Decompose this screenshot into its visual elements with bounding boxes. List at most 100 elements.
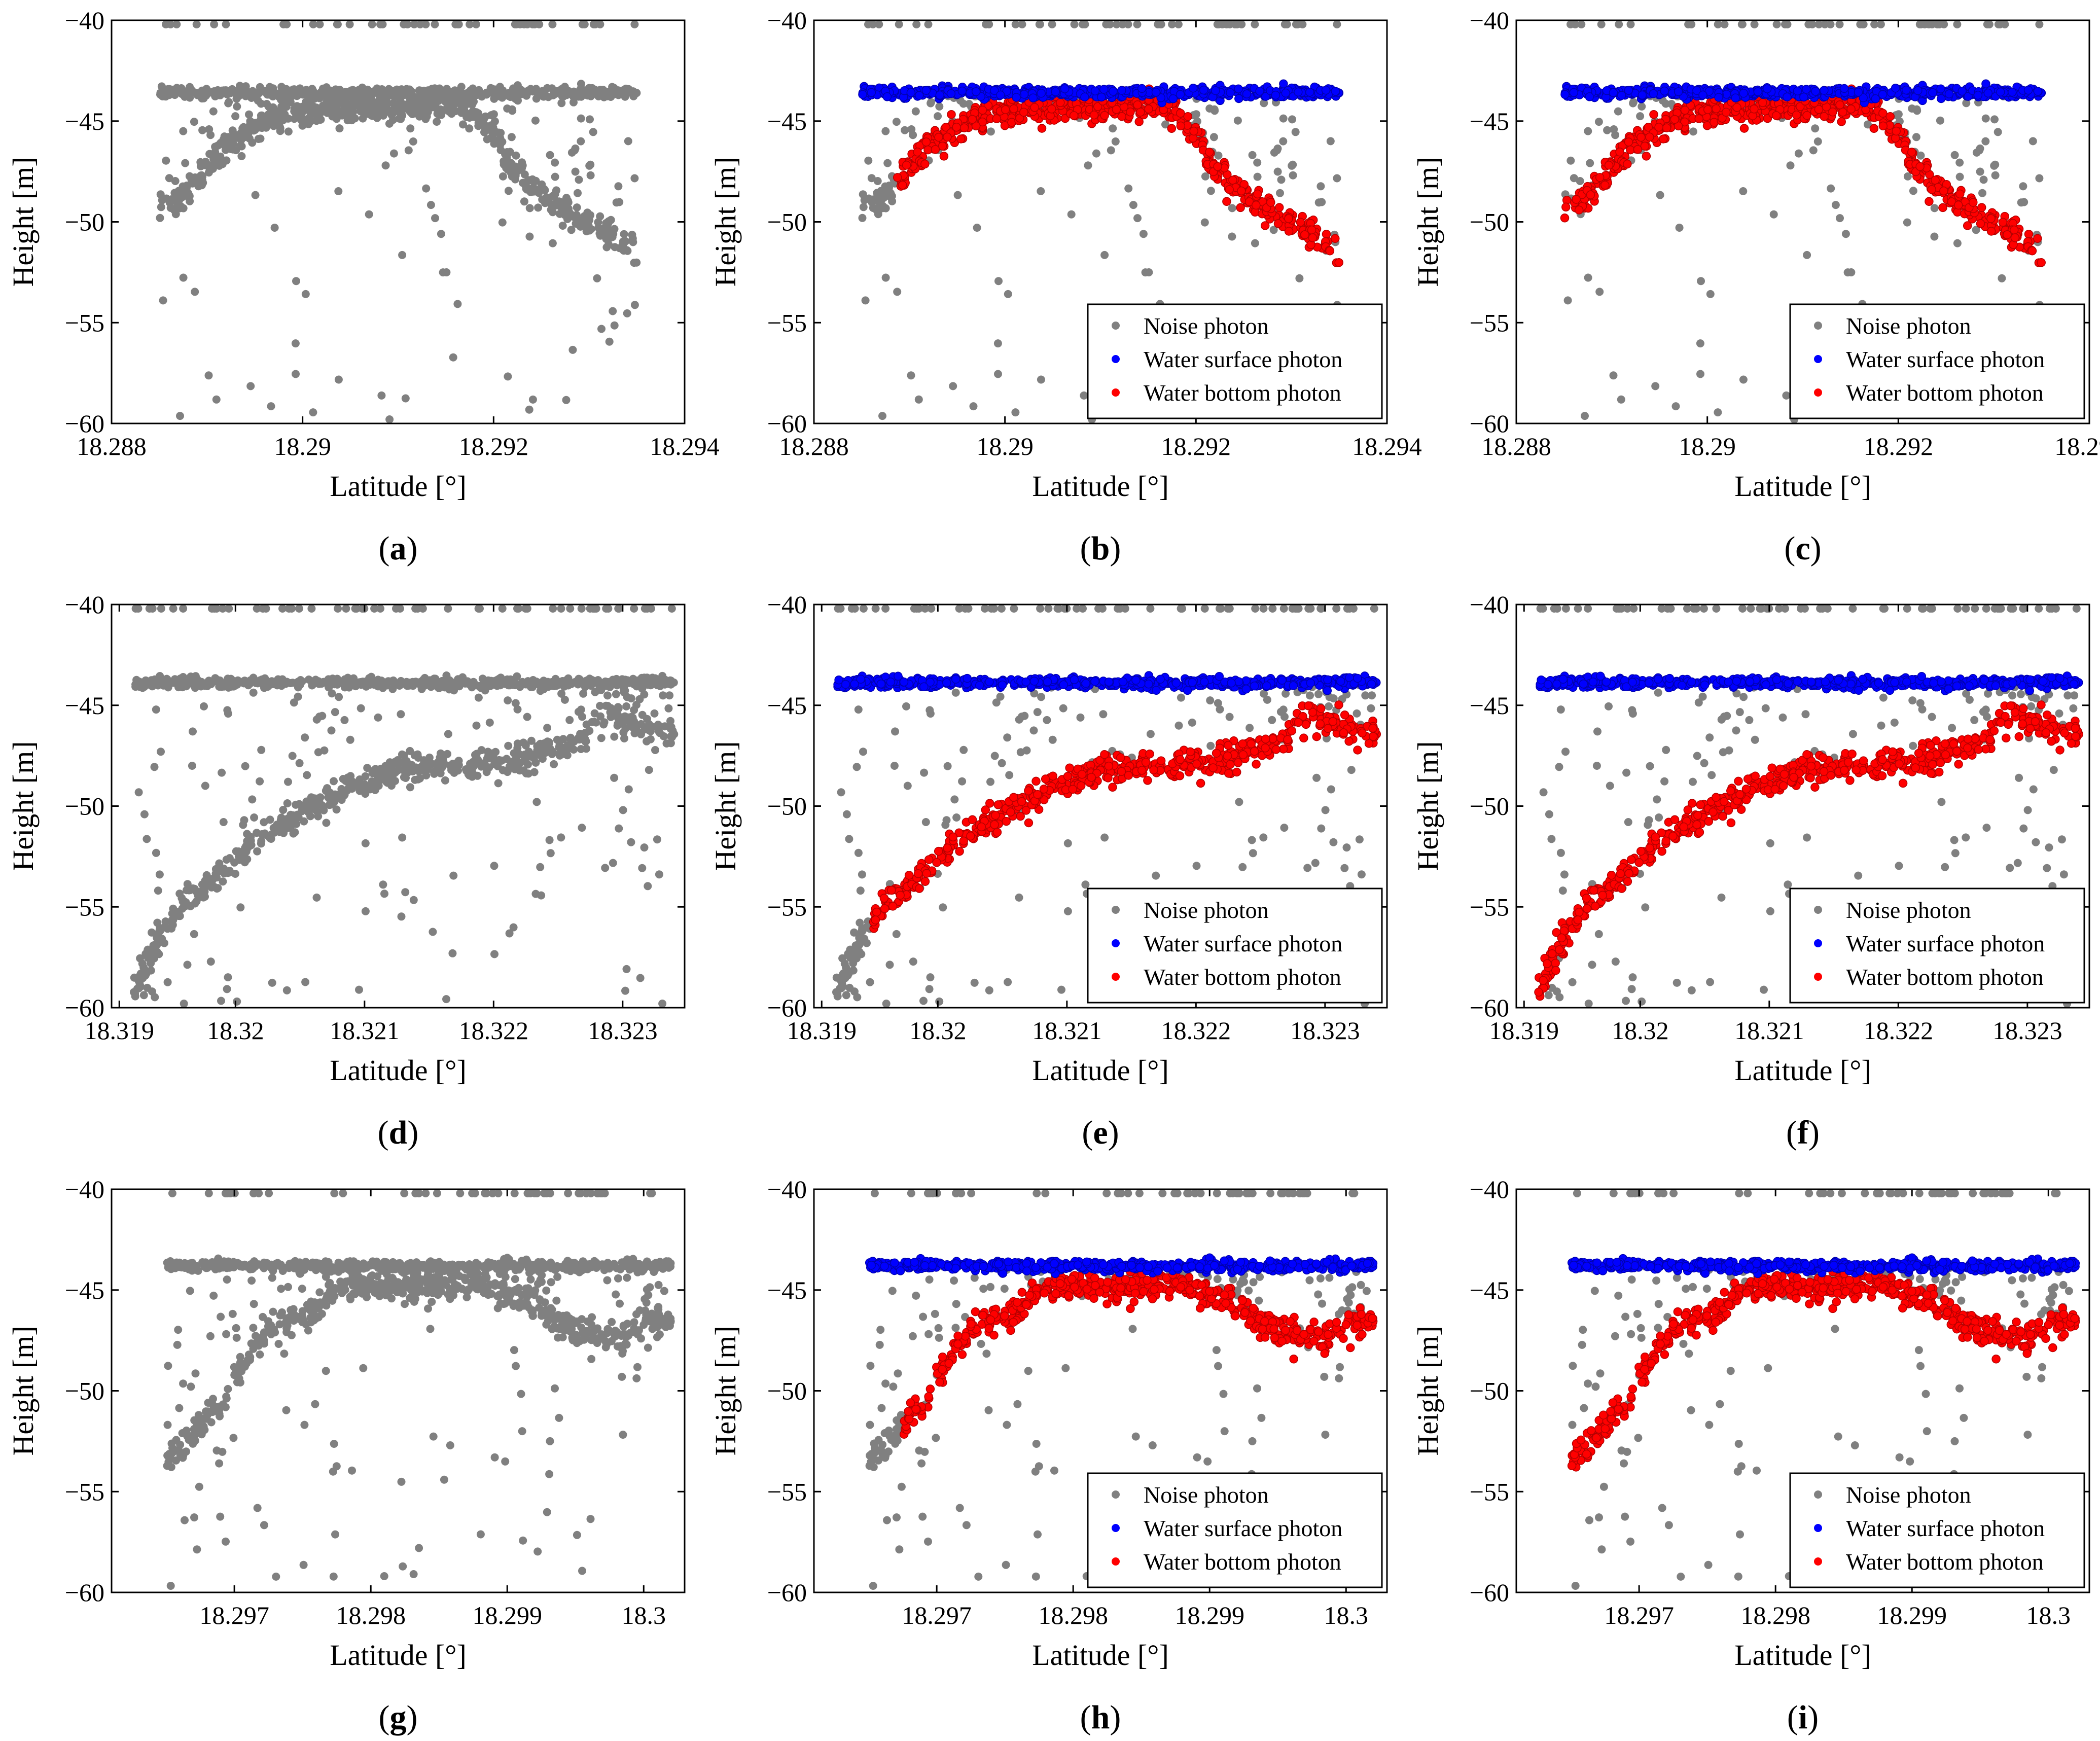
noise-point [292, 277, 300, 285]
bottom-point [943, 133, 951, 141]
noise-point [973, 224, 981, 232]
bottom-point [535, 187, 543, 195]
noise-point [1781, 20, 1789, 28]
noise-point [578, 824, 586, 832]
bottom-point [1326, 247, 1334, 255]
y-tick-label: −55 [767, 308, 807, 337]
noise-point [486, 719, 494, 727]
noise-point [577, 705, 585, 714]
x-axis-label: Latitude [°] [1734, 470, 1871, 503]
surface-point [1800, 93, 1808, 101]
noise-point [859, 214, 867, 222]
bottom-point [1008, 118, 1016, 126]
surface-point [569, 91, 577, 99]
noise-point [994, 370, 1002, 378]
bottom-point [940, 152, 948, 160]
x-tick-label: 18.292 [1161, 432, 1231, 460]
bottom-point [1331, 234, 1339, 242]
bottom-point [290, 115, 298, 123]
y-tick-label: −50 [767, 208, 807, 236]
surface-point [1618, 91, 1626, 99]
bottom-point [1038, 124, 1046, 132]
noise-point [335, 693, 343, 701]
noise-point [621, 987, 629, 995]
noise-point [1237, 20, 1245, 28]
y-tick-label: −50 [1470, 208, 1509, 236]
surface-point [1152, 88, 1160, 96]
panel-label-letter: a [390, 530, 407, 567]
noise-point [224, 99, 232, 108]
bottom-point [583, 227, 591, 235]
bottom-point [222, 146, 230, 154]
bottom-point [398, 112, 406, 120]
noise-point [290, 698, 298, 706]
bottom-point [258, 124, 266, 132]
surface-point [1331, 87, 1339, 95]
bottom-point [388, 111, 396, 119]
surface-point [270, 88, 278, 96]
bottom-point [447, 766, 455, 774]
surface-point [349, 88, 357, 96]
noise-point [609, 307, 617, 315]
noise-point [188, 762, 196, 770]
noise-point [604, 605, 612, 613]
bottom-point [1695, 115, 1703, 123]
bottom-point [1624, 138, 1632, 146]
bottom-point [1925, 197, 1933, 205]
surface-point [1585, 93, 1593, 101]
bottom-point [362, 772, 370, 780]
noise-point [398, 834, 406, 842]
surface-point [577, 80, 585, 88]
surface-point [1243, 90, 1251, 98]
bottom-point [582, 215, 590, 223]
noise-point [1738, 20, 1747, 28]
bottom-point [266, 115, 274, 123]
surface-point [603, 88, 612, 96]
noise-point [1956, 173, 1964, 181]
noise-point [611, 322, 619, 330]
noise-point [549, 605, 557, 613]
noise-point [1617, 396, 1625, 404]
noise-point [543, 724, 551, 732]
noise-point [248, 795, 256, 803]
bottom-point [1670, 115, 1679, 123]
noise-point [574, 189, 582, 197]
noise-point [419, 605, 427, 613]
bottom-point [236, 142, 244, 150]
surface-point [487, 84, 495, 92]
noise-point [1696, 339, 1704, 347]
bottom-point [1722, 108, 1730, 116]
noise-point [268, 979, 276, 987]
noise-point [422, 185, 430, 193]
x-axis-label: Latitude [°] [1032, 470, 1169, 503]
noise-point [362, 839, 370, 847]
noise-point [241, 762, 250, 770]
legend-bottom-marker-icon [1814, 388, 1822, 397]
noise-point [1106, 20, 1114, 28]
noise-point [640, 843, 649, 851]
bottom-point [406, 783, 414, 791]
bottom-point [594, 218, 602, 226]
noise-point [875, 20, 883, 28]
noise-point [566, 605, 574, 613]
bottom-point [1236, 203, 1244, 211]
bottom-point [170, 206, 179, 214]
noise-point [309, 408, 317, 416]
noise-point [664, 704, 672, 713]
bottom-point [2011, 234, 2019, 242]
bottom-point [440, 758, 448, 766]
surface-point [213, 91, 221, 99]
noise-point [444, 730, 452, 738]
noise-point [627, 838, 635, 846]
bottom-point [511, 162, 519, 170]
noise-point [1215, 152, 1223, 160]
bottom-point [157, 203, 165, 211]
surface-point [398, 85, 406, 93]
noise-point [1627, 20, 1635, 28]
surface-point [1212, 87, 1220, 95]
surface-point [579, 89, 587, 97]
noise-point [1684, 20, 1692, 28]
surface-point [1091, 87, 1099, 95]
noise-point [257, 746, 265, 754]
